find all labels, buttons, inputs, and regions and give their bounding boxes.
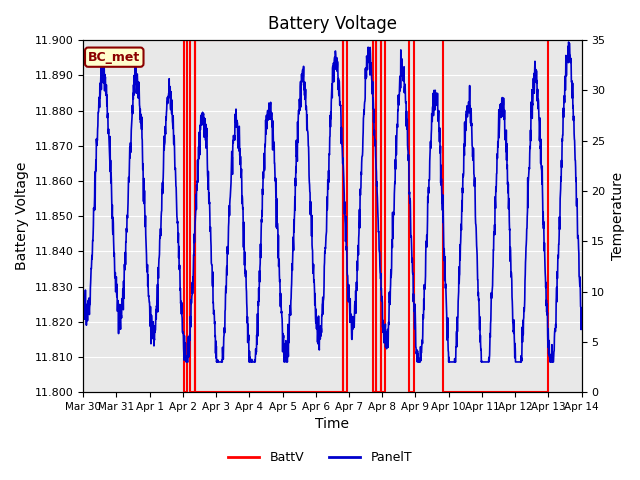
- Bar: [195, 40, 343, 392]
- Bar: [343, 40, 348, 392]
- Bar: [443, 40, 548, 392]
- Text: BC_met: BC_met: [88, 51, 140, 64]
- Title: Battery Voltage: Battery Voltage: [268, 15, 397, 33]
- Bar: [184, 40, 187, 392]
- Bar: [410, 40, 414, 392]
- Y-axis label: Temperature: Temperature: [611, 172, 625, 260]
- X-axis label: Time: Time: [316, 418, 349, 432]
- Bar: [373, 40, 376, 392]
- Legend: BattV, PanelT: BattV, PanelT: [223, 446, 417, 469]
- Bar: [190, 40, 195, 392]
- Y-axis label: Battery Voltage: Battery Voltage: [15, 162, 29, 270]
- Bar: [376, 40, 381, 392]
- Bar: [381, 40, 385, 392]
